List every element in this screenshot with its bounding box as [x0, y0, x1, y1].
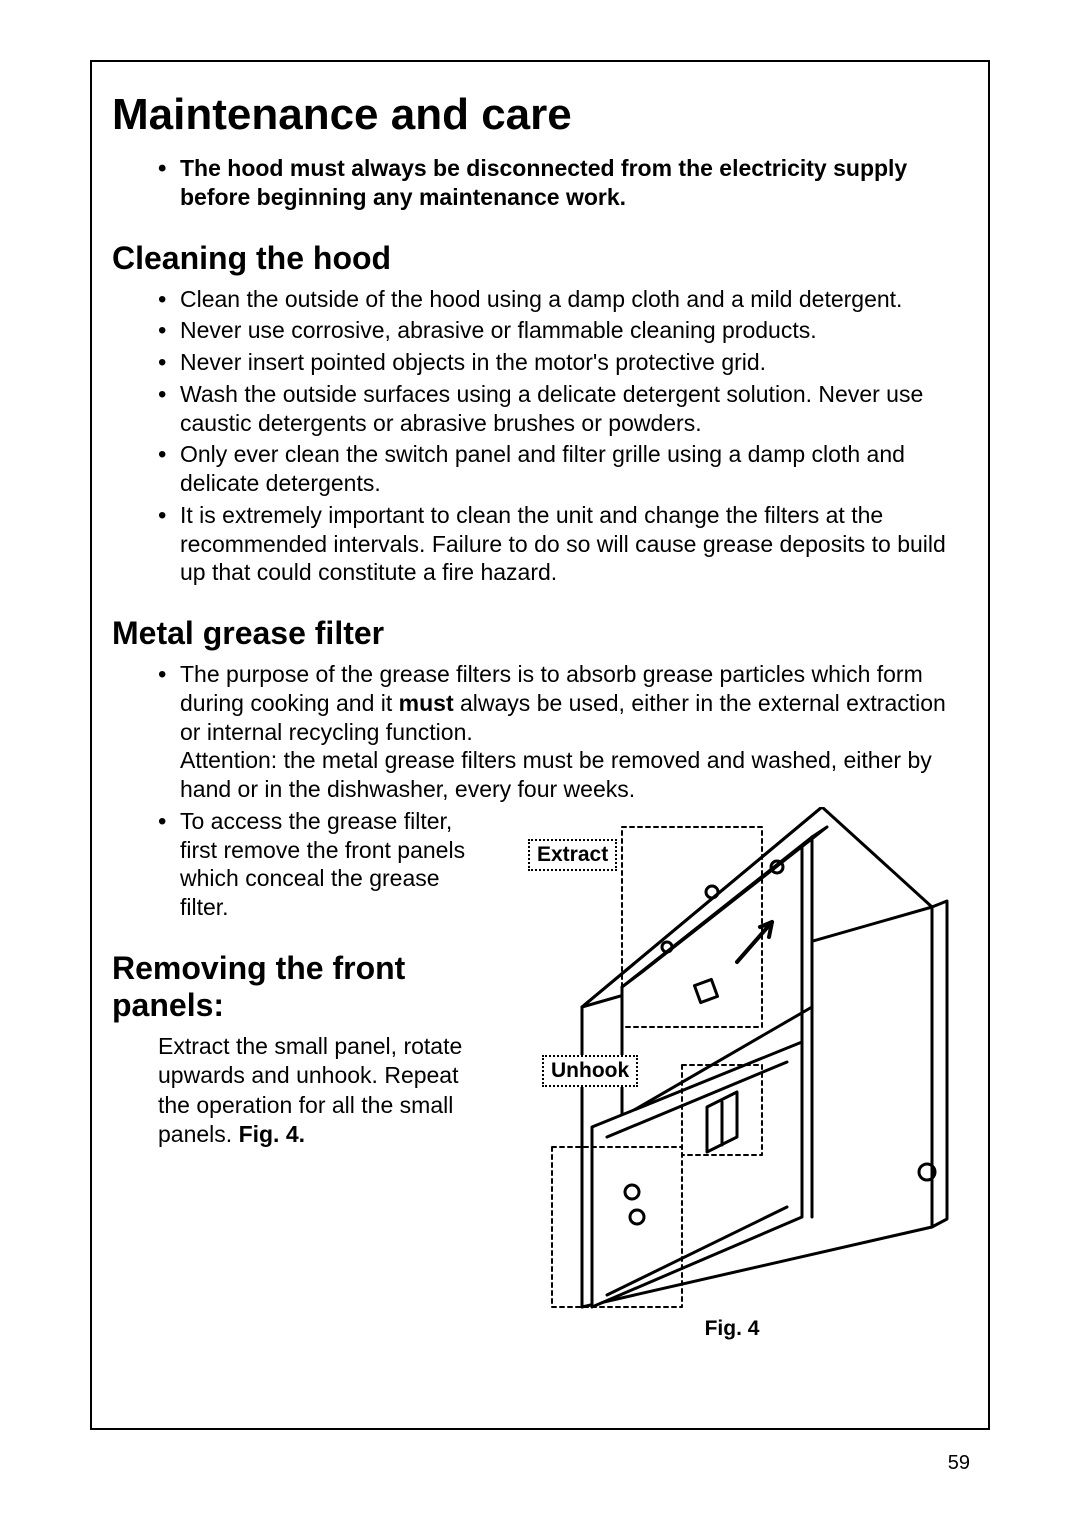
cleaning-list: Clean the outside of the hood using a da…	[112, 285, 952, 588]
page: Maintenance and care The hood must alway…	[0, 0, 1080, 1529]
figure-caption: Fig. 4	[512, 1317, 952, 1341]
text-bold: must	[399, 690, 454, 716]
annotation-extract: Extract	[528, 839, 617, 871]
warning-list: The hood must always be disconnected fro…	[112, 154, 952, 212]
page-number: 59	[948, 1452, 970, 1475]
figure-box: Extract Unhook	[512, 807, 952, 1317]
text: Extract the small panel, rotate upwards …	[158, 1033, 462, 1147]
grease-list: The purpose of the grease filters is to …	[112, 660, 952, 804]
heading-removing: Removing the front panels:	[112, 950, 494, 1024]
lower-columns: To access the grease filter, first remov…	[112, 807, 952, 1341]
annotation-unhook: Unhook	[542, 1055, 638, 1087]
text: Attention: the metal grease filters must…	[180, 747, 932, 802]
list-item: To access the grease filter, first remov…	[158, 807, 494, 922]
list-item: It is extremely important to clean the u…	[158, 501, 952, 587]
content-frame: Maintenance and care The hood must alway…	[90, 60, 990, 1430]
text-bold: Fig. 4.	[239, 1121, 305, 1147]
warning-item: The hood must always be disconnected fro…	[158, 154, 952, 212]
list-item: Only ever clean the switch panel and fil…	[158, 440, 952, 498]
page-title: Maintenance and care	[112, 90, 952, 140]
list-item: Wash the outside surfaces using a delica…	[158, 380, 952, 438]
list-item: Clean the outside of the hood using a da…	[158, 285, 952, 314]
list-item: Never insert pointed objects in the moto…	[158, 348, 952, 377]
removing-text: Extract the small panel, rotate upwards …	[112, 1032, 494, 1150]
figure-column: Extract Unhook Fig. 4	[512, 807, 952, 1341]
heading-grease: Metal grease filter	[112, 615, 952, 652]
grease-list-2: To access the grease filter, first remov…	[112, 807, 494, 922]
list-item: Never use corrosive, abrasive or flammab…	[158, 316, 952, 345]
heading-cleaning: Cleaning the hood	[112, 240, 952, 277]
lower-left-column: To access the grease filter, first remov…	[112, 807, 494, 1341]
list-item: The purpose of the grease filters is to …	[158, 660, 952, 804]
